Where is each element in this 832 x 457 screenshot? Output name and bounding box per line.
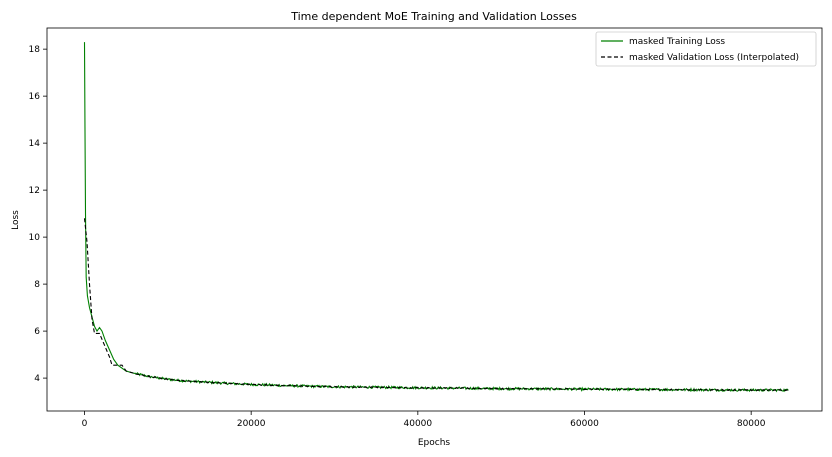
x-axis-label: Epochs	[418, 438, 451, 448]
legend: masked Training Loss masked Validation L…	[595, 31, 817, 67]
legend-box	[595, 31, 817, 67]
x-tick-label: 60000	[570, 419, 599, 429]
y-tick-label: 4	[34, 374, 40, 384]
y-axis-ticks: 4 6 8 10 12 14 16 18	[29, 45, 47, 384]
y-axis-label: Loss	[11, 210, 21, 230]
y-tick-label: 6	[34, 327, 40, 337]
legend-label-training: masked Training Loss	[629, 37, 725, 47]
y-tick-label: 16	[29, 92, 41, 102]
legend-label-validation: masked Validation Loss (Interpolated)	[629, 53, 799, 63]
x-tick-label: 80000	[737, 419, 766, 429]
y-tick-label: 12	[29, 186, 40, 196]
x-tick-label: 20000	[237, 419, 266, 429]
x-tick-label: 0	[82, 419, 88, 429]
series-line-validation	[83, 218, 789, 392]
x-tick-label: 40000	[404, 419, 433, 429]
y-tick-label: 10	[29, 233, 41, 243]
chart-title: Time dependent MoE Training and Validati…	[290, 10, 577, 23]
y-tick-label: 18	[29, 45, 41, 55]
plot-frame	[46, 27, 823, 412]
y-tick-label: 14	[29, 139, 41, 149]
x-axis-ticks: 0 20000 40000 60000 80000	[82, 411, 766, 429]
y-tick-label: 8	[34, 280, 40, 290]
series-layer	[83, 42, 789, 393]
